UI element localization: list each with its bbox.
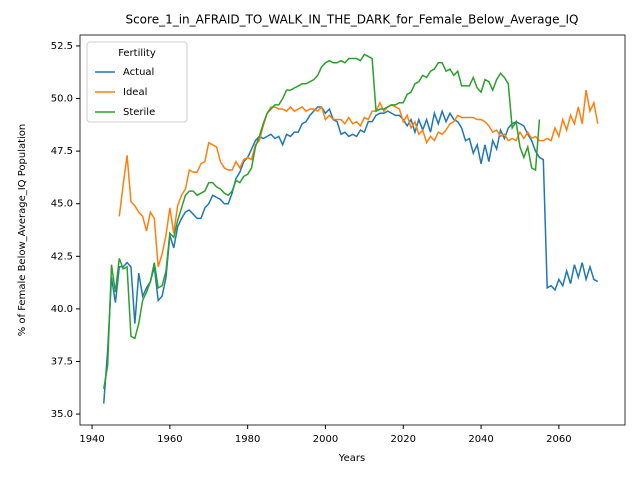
x-tick-label: 2040 xyxy=(468,434,493,445)
y-tick-label: 50.0 xyxy=(51,94,73,105)
y-tick-label: 42.5 xyxy=(51,251,73,262)
y-tick-label: 47.5 xyxy=(51,146,73,157)
legend-label: Actual xyxy=(123,67,154,78)
legend-label: Ideal xyxy=(123,87,147,98)
legend-label: Sterile xyxy=(123,107,155,118)
chart-title: Score_1_in_AFRAID_TO_WALK_IN_THE_DARK_fo… xyxy=(125,13,578,27)
legend: Fertility Actual Ideal Sterile xyxy=(86,41,188,123)
y-tick-label: 52.5 xyxy=(51,41,73,52)
y-axis-label: % of Female Below_Average_IQ Population xyxy=(17,124,28,337)
series-line xyxy=(118,89,599,268)
x-tick-label: 2000 xyxy=(313,434,338,445)
y-tick-label: 37.5 xyxy=(51,356,73,367)
y-tick-label: 45.0 xyxy=(51,199,73,210)
x-axis-label: Years xyxy=(338,453,365,464)
y-tick-label: 35.0 xyxy=(51,409,73,420)
x-tick-label: 1980 xyxy=(235,434,260,445)
legend-title: Fertility xyxy=(118,48,156,59)
plot-frame xyxy=(79,34,626,426)
x-tick-label: 2060 xyxy=(546,434,571,445)
x-tick-label: 1940 xyxy=(79,434,104,445)
x-tick-label: 2020 xyxy=(391,434,416,445)
y-tick-label: 40.0 xyxy=(51,304,73,315)
series-line xyxy=(102,53,541,389)
legend-box xyxy=(86,41,188,123)
x-tick-label: 1960 xyxy=(157,434,182,445)
series-line xyxy=(102,106,599,404)
